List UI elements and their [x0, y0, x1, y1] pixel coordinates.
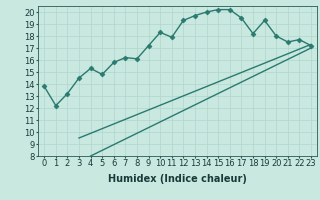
X-axis label: Humidex (Indice chaleur): Humidex (Indice chaleur): [108, 174, 247, 184]
